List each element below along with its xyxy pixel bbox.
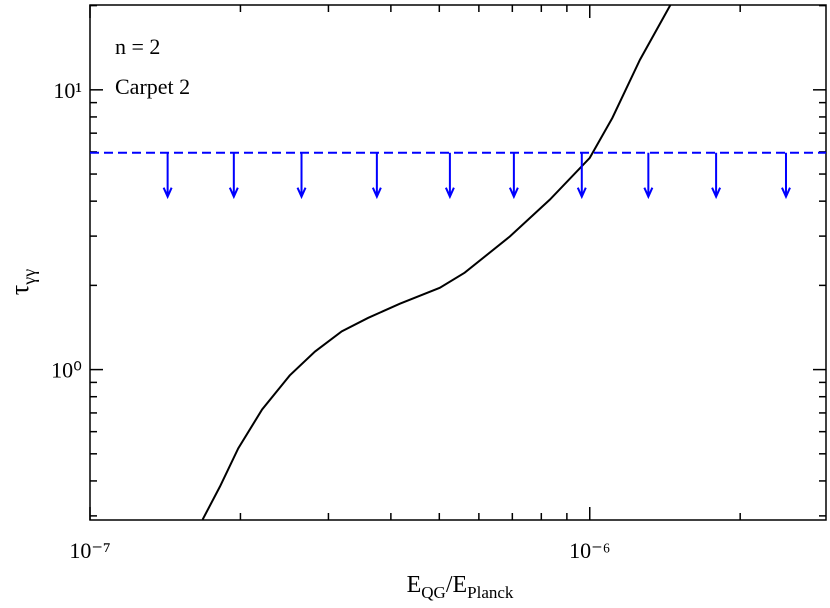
limit-arrow bbox=[508, 152, 519, 200]
limit-arrow bbox=[296, 152, 307, 200]
annotation: Carpet 2 bbox=[115, 74, 190, 99]
y-tick-label: 10⁰ bbox=[51, 358, 82, 383]
x-tick-label: 10⁻⁶ bbox=[569, 538, 610, 563]
annotation: n = 2 bbox=[115, 34, 160, 59]
x-axis-label: EQG/EPlanck bbox=[407, 572, 514, 602]
limit-arrow bbox=[371, 152, 382, 200]
x-tick-label: 10⁻⁷ bbox=[69, 538, 110, 563]
x-label-part: QG bbox=[421, 583, 446, 602]
limit-arrow bbox=[444, 152, 455, 200]
y-axis-label: τγγ bbox=[5, 269, 39, 295]
limit-arrow bbox=[576, 152, 587, 200]
y-tick-label: 10¹ bbox=[53, 78, 82, 103]
limit-arrow bbox=[643, 152, 654, 200]
plot-frame bbox=[89, 4, 827, 521]
limit-arrow bbox=[228, 152, 239, 200]
x-label-part: /E bbox=[446, 572, 467, 598]
y-label-part: γγ bbox=[19, 269, 39, 286]
limit-arrow bbox=[711, 152, 722, 200]
curve bbox=[201, 5, 672, 520]
limit-arrow bbox=[781, 152, 791, 200]
limit-arrow bbox=[162, 152, 173, 200]
x-label-part: E bbox=[407, 572, 422, 598]
y-label-part: τ bbox=[5, 285, 34, 295]
x-label-part: Planck bbox=[467, 583, 514, 602]
